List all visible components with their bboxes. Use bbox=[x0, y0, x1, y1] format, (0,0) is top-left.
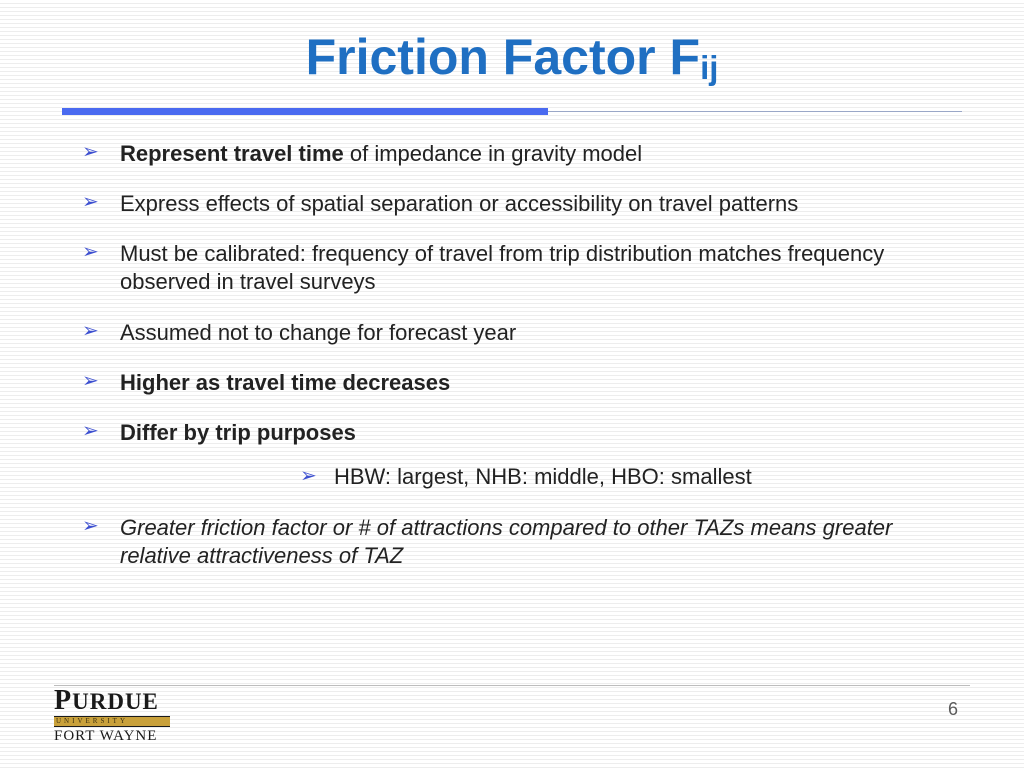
bullet-text: Must be calibrated: frequency of travel … bbox=[120, 241, 884, 294]
page-number: 6 bbox=[948, 699, 958, 720]
bullet-item: Express effects of spatial separation or… bbox=[78, 190, 956, 218]
bullet-text: Assumed not to change for forecast year bbox=[120, 320, 516, 345]
title-subscript: ij bbox=[700, 49, 718, 86]
bullet-text-bold: Higher as travel time decreases bbox=[120, 370, 450, 395]
slide: Friction Factor Fij Represent travel tim… bbox=[0, 0, 1024, 768]
logo-line-purdue: PURDUE bbox=[54, 687, 194, 715]
bullet-text: of impedance in gravity model bbox=[344, 141, 642, 166]
bullet-item: Higher as travel time decreases bbox=[78, 369, 956, 397]
title-main: Friction Factor F bbox=[306, 29, 700, 85]
logo-line-university: UNIVERSITY bbox=[54, 716, 170, 727]
bullet-text: Express effects of spatial separation or… bbox=[120, 191, 798, 216]
bullet-text-bold: Represent travel time bbox=[120, 141, 344, 166]
bullet-item: Must be calibrated: frequency of travel … bbox=[78, 240, 956, 296]
bullet-text-italic: Greater friction factor or # of attracti… bbox=[120, 515, 892, 568]
sub-bullet-list: HBW: largest, NHB: middle, HBO: smallest bbox=[300, 463, 956, 492]
bullet-item: Greater friction factor or # of attracti… bbox=[78, 514, 956, 570]
bullet-item: Assumed not to change for forecast year bbox=[78, 319, 956, 347]
title-rule bbox=[62, 108, 962, 116]
slide-title: Friction Factor Fij bbox=[62, 28, 962, 86]
title-rule-thick bbox=[62, 108, 548, 115]
bullet-list: Represent travel time of impedance in gr… bbox=[78, 140, 956, 570]
bullet-text-bold: Differ by trip purposes bbox=[120, 420, 356, 445]
logo-line-fortwayne: FORT WAYNE bbox=[54, 729, 194, 744]
bullet-item: Represent travel time of impedance in gr… bbox=[78, 140, 956, 168]
bullet-item: Differ by trip purposes HBW: largest, NH… bbox=[78, 419, 956, 492]
footer-rule bbox=[54, 685, 970, 686]
sub-bullet-text: HBW: largest, NHB: middle, HBO: smallest bbox=[334, 464, 752, 489]
purdue-logo: PURDUE UNIVERSITY FORT WAYNE bbox=[54, 687, 194, 744]
sub-bullet-item: HBW: largest, NHB: middle, HBO: smallest bbox=[300, 463, 956, 492]
